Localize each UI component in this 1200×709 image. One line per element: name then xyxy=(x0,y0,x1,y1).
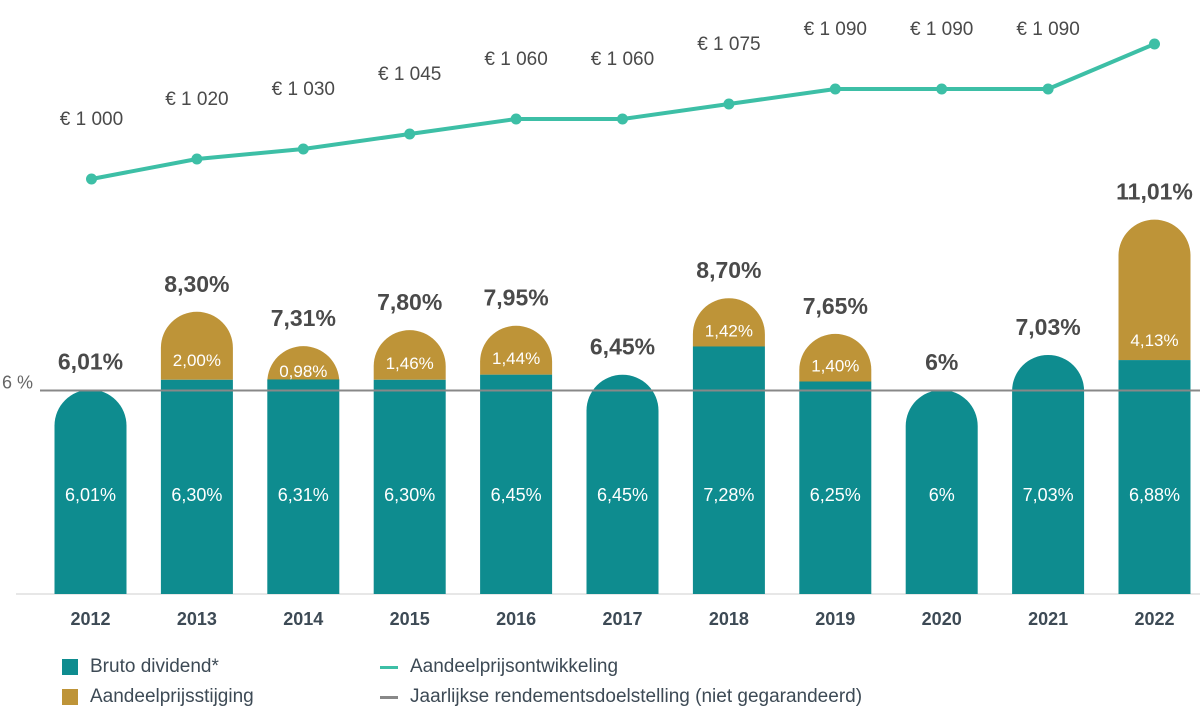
bar-bruto-dividend xyxy=(54,389,127,594)
bar-label-bruto-dividend: 7,03% xyxy=(1023,485,1074,505)
price-label: € 1 090 xyxy=(1016,19,1079,40)
total-label: 6% xyxy=(925,349,958,375)
legend-item-bruto-dividend: Bruto dividend* xyxy=(62,656,219,678)
price-point xyxy=(1149,38,1160,50)
price-point xyxy=(510,113,522,125)
bar-label-bruto-dividend: 7,28% xyxy=(703,485,754,505)
x-tick-label: 2019 xyxy=(815,609,855,629)
x-tick-label: 2021 xyxy=(1028,609,1068,629)
total-label: 7,80% xyxy=(377,289,442,315)
legend-label: Aandeelprijsstijging xyxy=(90,686,254,707)
x-tick-label: 2013 xyxy=(177,609,217,629)
bar-aandeelprijsstijging xyxy=(267,346,340,383)
legend-swatch xyxy=(380,695,398,699)
bar-aandeelprijsstijging xyxy=(1118,219,1191,361)
total-label: 7,95% xyxy=(483,285,548,311)
legend-label: Bruto dividend* xyxy=(90,656,219,677)
bar-label-bruto-dividend: 6,30% xyxy=(171,485,222,505)
bar-label-bruto-dividend: 6,31% xyxy=(278,485,329,505)
price-point xyxy=(297,143,309,155)
bar-label-aandeelprijsstijging: 4,13% xyxy=(1130,331,1178,350)
legend-swatch xyxy=(62,689,78,705)
x-tick-label: 2022 xyxy=(1134,609,1174,629)
reference-line-label: 6 % xyxy=(2,373,33,393)
price-label: € 1 060 xyxy=(591,49,654,70)
total-label: 11,01% xyxy=(1116,179,1193,205)
total-label: 7,65% xyxy=(803,293,868,319)
price-label: € 1 045 xyxy=(378,64,441,85)
x-tick-label: 2015 xyxy=(390,609,430,629)
bar-bruto-dividend xyxy=(799,381,872,594)
price-label: € 1 060 xyxy=(484,49,547,70)
bar-label-bruto-dividend: 6,45% xyxy=(597,485,648,505)
legend-label: Aandeelprijsontwikkeling xyxy=(410,656,619,677)
total-label: 8,70% xyxy=(696,257,761,283)
bar-label-aandeelprijsstijging: 1,46% xyxy=(386,354,434,373)
price-point xyxy=(936,83,948,95)
bar-bruto-dividend xyxy=(1012,354,1085,594)
bar-label-aandeelprijsstijging: 1,40% xyxy=(811,357,859,376)
total-label: 8,30% xyxy=(164,271,229,297)
legend-label: Jaarlijkse rendementsdoelstelling (niet … xyxy=(410,686,863,707)
bar-bruto-dividend xyxy=(267,379,340,594)
x-tick-label: 2014 xyxy=(283,609,323,629)
price-label: € 1 000 xyxy=(60,109,123,130)
bar-aandeelprijsstijging xyxy=(160,311,233,380)
legend-item-rendementsdoelstelling: Jaarlijkse rendementsdoelstelling (niet … xyxy=(380,686,862,708)
bar-label-bruto-dividend: 6,88% xyxy=(1129,485,1180,505)
x-tick-label: 2016 xyxy=(496,609,536,629)
price-label: € 1 020 xyxy=(165,89,228,110)
x-tick-label: 2012 xyxy=(70,609,110,629)
price-label: € 1 090 xyxy=(910,19,973,40)
bar-bruto-dividend xyxy=(373,379,446,594)
x-tick-label: 2020 xyxy=(922,609,962,629)
price-label: € 1 030 xyxy=(272,79,335,100)
bar-label-bruto-dividend: 6,25% xyxy=(810,485,861,505)
bar-bruto-dividend xyxy=(586,374,659,594)
bar-bruto-dividend xyxy=(905,390,978,594)
bar-label-bruto-dividend: 6,45% xyxy=(491,485,542,505)
bar-label-bruto-dividend: 6% xyxy=(929,485,955,505)
price-point xyxy=(617,113,628,125)
bar-label-bruto-dividend: 6,01% xyxy=(65,485,116,505)
price-point xyxy=(829,83,841,95)
bar-aandeelprijsstijging xyxy=(799,333,872,382)
x-tick-label: 2018 xyxy=(709,609,749,629)
bar-label-bruto-dividend: 6,30% xyxy=(384,485,435,505)
bar-aandeelprijsstijging xyxy=(692,298,765,347)
legend-swatch xyxy=(62,659,78,675)
total-label: 7,31% xyxy=(271,305,336,331)
legend-item-aandeelprijsontwikkeling: Aandeelprijsontwikkeling xyxy=(380,656,618,678)
price-point xyxy=(723,98,735,110)
price-point xyxy=(191,153,203,165)
bar-bruto-dividend xyxy=(1118,360,1191,594)
price-point xyxy=(86,173,97,185)
bar-label-aandeelprijsstijging: 1,42% xyxy=(705,321,753,340)
price-label: € 1 090 xyxy=(804,19,867,40)
x-tick-label: 2017 xyxy=(602,609,642,629)
total-label: 7,03% xyxy=(1015,314,1080,340)
bar-label-aandeelprijsstijging: 2,00% xyxy=(173,351,221,370)
bar-label-aandeelprijsstijging: 0,98% xyxy=(279,362,327,381)
legend-swatch xyxy=(380,665,398,669)
total-label: 6,01% xyxy=(58,349,123,375)
bar-bruto-dividend xyxy=(692,346,765,594)
price-point xyxy=(404,128,416,140)
total-label: 6,45% xyxy=(590,334,655,360)
bar-aandeelprijsstijging xyxy=(480,325,553,375)
bar-label-aandeelprijsstijging: 1,44% xyxy=(492,349,540,368)
bar-aandeelprijsstijging xyxy=(373,330,446,380)
bar-bruto-dividend xyxy=(160,379,233,594)
legend-item-aandeelprijsstijging: Aandeelprijsstijging xyxy=(62,686,254,708)
price-point xyxy=(1042,83,1054,95)
price-label: € 1 075 xyxy=(697,34,760,55)
bar-bruto-dividend xyxy=(480,374,553,594)
